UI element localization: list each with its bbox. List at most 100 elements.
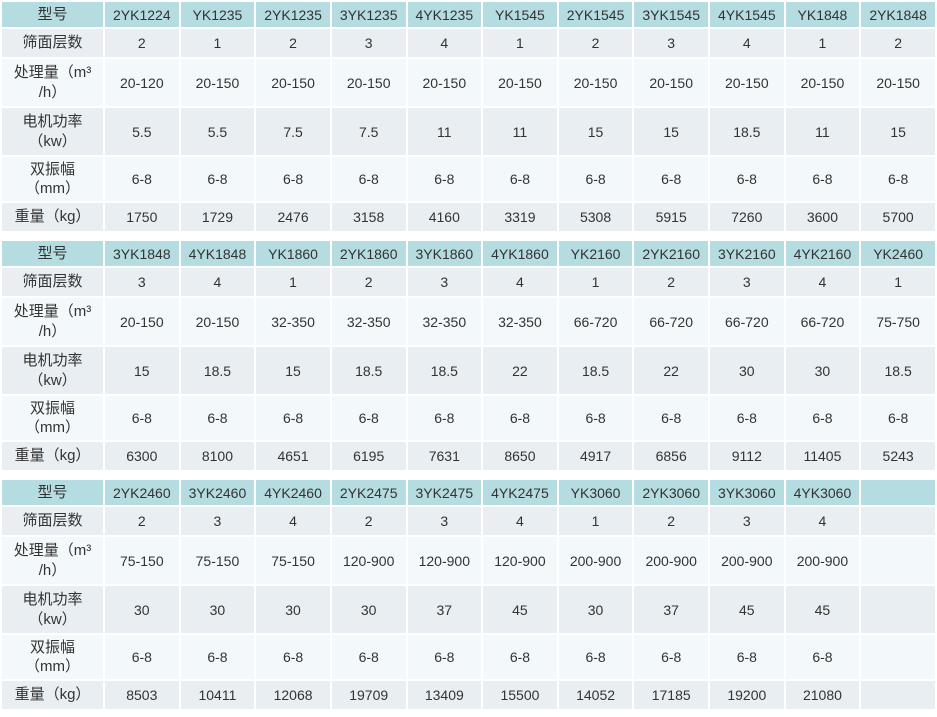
table-row-amplitude: 双振幅 （mm） 6-8 6-8 6-8 6-8 6-8 6-8 6-8 6-8 6-8 6-8 bbox=[2, 635, 935, 679]
model-header-row: 型号 2YK2460 3YK2460 4YK2460 2YK2475 3YK2475 4YK… bbox=[2, 480, 935, 505]
layers-value-cell: 2 bbox=[331, 268, 406, 296]
layers-value-cell: 3 bbox=[710, 507, 784, 535]
row-label-model: 型号 bbox=[2, 2, 103, 27]
power-value-cell: 18.5 bbox=[861, 347, 935, 394]
layers-value-cell: 3 bbox=[407, 268, 482, 296]
amplitude-value-cell: 6-8 bbox=[483, 157, 557, 201]
power-value-cell: 45 bbox=[483, 586, 557, 633]
power-value-cell: 45 bbox=[710, 586, 784, 633]
model-name-cell: 4YK2475 bbox=[483, 480, 557, 505]
layers-value-cell: 2 bbox=[634, 507, 708, 535]
row-label-capacity: 处理量（m³ /h） bbox=[2, 298, 103, 345]
model-name-cell: YK2160 bbox=[558, 241, 633, 266]
amplitude-value-cell: 6-8 bbox=[710, 396, 784, 440]
layers-value-cell: 3 bbox=[634, 29, 708, 57]
row-label-weight: 重量（kg） bbox=[2, 442, 103, 470]
row-label-weight: 重量（kg） bbox=[2, 203, 103, 231]
table-row-capacity: 处理量（m³ /h） 20-150 20-150 32-350 32-350 32-350… bbox=[2, 298, 935, 345]
amplitude-value-cell: 6-8 bbox=[785, 635, 860, 679]
weight-value-cell: 8650 bbox=[483, 442, 557, 470]
capacity-value-cell: 20-150 bbox=[407, 59, 482, 106]
amplitude-value-cell: 6-8 bbox=[634, 396, 708, 440]
row-label-power: 电机功率 （kw） bbox=[2, 347, 103, 394]
power-value-cell: 18.5 bbox=[180, 347, 255, 394]
layers-value-cell: 3 bbox=[331, 29, 406, 57]
layers-value-cell: 4 bbox=[710, 29, 784, 57]
model-name-cell: 4YK1545 bbox=[710, 2, 784, 27]
capacity-value-cell: 20-150 bbox=[331, 59, 406, 106]
layers-value-cell: 4 bbox=[256, 507, 330, 535]
weight-value-cell: 14052 bbox=[558, 681, 633, 709]
row-label-amplitude: 双振幅 （mm） bbox=[2, 635, 103, 679]
row-label-power: 电机功率 （kw） bbox=[2, 586, 103, 633]
weight-value-cell: 19709 bbox=[331, 681, 406, 709]
model-name-cell: 3YK1848 bbox=[105, 241, 179, 266]
weight-value-cell: 8100 bbox=[180, 442, 255, 470]
layers-value-cell: 1 bbox=[256, 268, 330, 296]
weight-value-cell bbox=[861, 681, 935, 709]
weight-value-cell: 19200 bbox=[710, 681, 784, 709]
layers-value-cell: 4 bbox=[407, 29, 482, 57]
power-value-cell: 15 bbox=[105, 347, 179, 394]
row-label-weight: 重量（kg） bbox=[2, 681, 103, 709]
layers-value-cell: 3 bbox=[105, 268, 179, 296]
table-row-weight: 重量（kg） 6300 8100 4651 6195 7631 8650 4917 6856 91… bbox=[2, 442, 935, 470]
capacity-value-cell: 75-150 bbox=[256, 537, 330, 584]
row-label-amplitude: 双振幅 （mm） bbox=[2, 396, 103, 440]
weight-value-cell: 9112 bbox=[710, 442, 784, 470]
layers-value-cell: 3 bbox=[407, 507, 482, 535]
capacity-value-cell: 200-900 bbox=[785, 537, 860, 584]
layers-value-cell: 2 bbox=[634, 268, 708, 296]
amplitude-value-cell: 6-8 bbox=[105, 157, 179, 201]
layers-value-cell: 4 bbox=[180, 268, 255, 296]
row-label-amplitude: 双振幅 （mm） bbox=[2, 157, 103, 201]
layers-value-cell: 2 bbox=[331, 507, 406, 535]
power-value-cell: 18.5 bbox=[558, 347, 633, 394]
model-name-cell: 4YK1848 bbox=[180, 241, 255, 266]
amplitude-value-cell: 6-8 bbox=[634, 157, 708, 201]
power-value-cell: 18.5 bbox=[407, 347, 482, 394]
power-value-cell: 5.5 bbox=[180, 108, 255, 155]
power-value-cell: 18.5 bbox=[710, 108, 784, 155]
power-value-cell: 18.5 bbox=[331, 347, 406, 394]
model-name-cell: YK1860 bbox=[256, 241, 330, 266]
capacity-value-cell: 20-150 bbox=[710, 59, 784, 106]
model-name-cell: 3YK3060 bbox=[710, 480, 784, 505]
model-name-cell: YK1848 bbox=[785, 2, 860, 27]
model-name-cell: 2YK2460 bbox=[105, 480, 179, 505]
capacity-value-cell: 75-150 bbox=[105, 537, 179, 584]
layers-value-cell: 2 bbox=[558, 29, 633, 57]
model-name-cell: 2YK1235 bbox=[256, 2, 330, 27]
layers-value-cell: 1 bbox=[558, 507, 633, 535]
model-name-cell: 2YK3060 bbox=[634, 480, 708, 505]
model-name-cell: 2YK2160 bbox=[634, 241, 708, 266]
weight-value-cell: 2476 bbox=[256, 203, 330, 231]
weight-value-cell: 5915 bbox=[634, 203, 708, 231]
capacity-value-cell: 20-150 bbox=[180, 59, 255, 106]
weight-value-cell: 5243 bbox=[861, 442, 935, 470]
row-label-capacity: 处理量（m³ /h） bbox=[2, 537, 103, 584]
amplitude-value-cell: 6-8 bbox=[180, 396, 255, 440]
capacity-value-cell: 66-720 bbox=[785, 298, 860, 345]
weight-value-cell: 4917 bbox=[558, 442, 633, 470]
model-name-cell: 3YK1545 bbox=[634, 2, 708, 27]
spec-table-3: 型号 2YK2460 3YK2460 4YK2460 2YK2475 3YK2475 4YK… bbox=[0, 478, 937, 711]
table-row-layers: 筛面层数 2 3 4 2 3 4 1 2 3 4 bbox=[2, 507, 935, 535]
layers-value-cell: 2 bbox=[105, 507, 179, 535]
capacity-value-cell: 32-350 bbox=[483, 298, 557, 345]
model-name-cell: 4YK1860 bbox=[483, 241, 557, 266]
table-row-power: 电机功率 （kw） 30 30 30 30 37 45 30 37 45 45 bbox=[2, 586, 935, 633]
amplitude-value-cell: 6-8 bbox=[634, 635, 708, 679]
power-value-cell: 37 bbox=[634, 586, 708, 633]
capacity-value-cell: 200-900 bbox=[558, 537, 633, 584]
layers-value-cell: 4 bbox=[785, 268, 860, 296]
capacity-value-cell: 120-900 bbox=[331, 537, 406, 584]
model-name-cell: 4YK1235 bbox=[407, 2, 482, 27]
weight-value-cell: 4160 bbox=[407, 203, 482, 231]
weight-value-cell: 11405 bbox=[785, 442, 860, 470]
weight-value-cell: 4651 bbox=[256, 442, 330, 470]
amplitude-value-cell: 6-8 bbox=[331, 396, 406, 440]
power-value-cell: 30 bbox=[710, 347, 784, 394]
table-row-layers: 筛面层数 2 1 2 3 4 1 2 3 4 1 2 bbox=[2, 29, 935, 57]
